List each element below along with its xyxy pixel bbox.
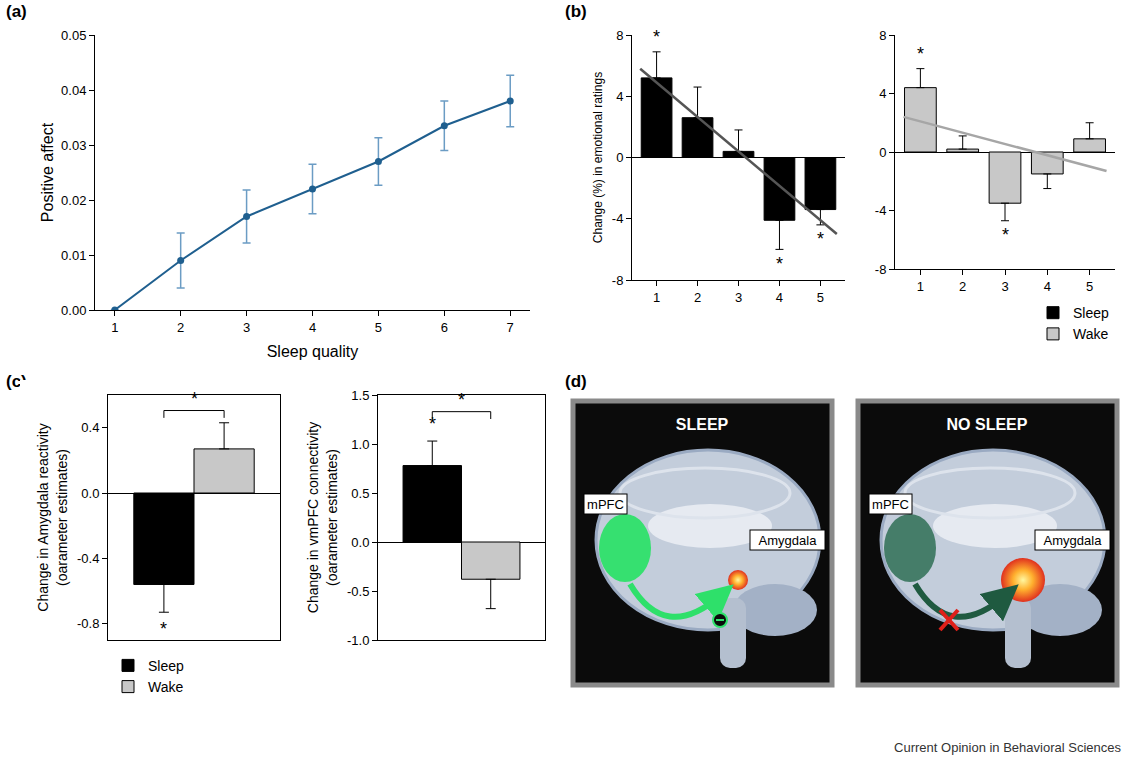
svg-text:*: * xyxy=(458,390,465,410)
svg-text:-4: -4 xyxy=(875,203,887,218)
html-text:Current Opinion in Behavioral: Current Opinion in Behavioral Sciences xyxy=(894,740,1121,755)
svg-text:6: 6 xyxy=(441,320,448,335)
html-text:(c): (c) xyxy=(6,372,27,391)
html-text:(b): (b) xyxy=(565,2,587,21)
svg-text:-8: -8 xyxy=(875,262,887,277)
svg-text:5: 5 xyxy=(817,290,824,305)
svg-text:Change in vmPFC connectivity(o: Change in vmPFC connectivity(oarameter e… xyxy=(305,422,339,613)
svg-text:-0.8: -0.8 xyxy=(77,616,99,631)
svg-text:3: 3 xyxy=(735,290,742,305)
svg-text:*: * xyxy=(653,27,660,47)
svg-text:-0.4: -0.4 xyxy=(77,551,99,566)
svg-text:NO SLEEP: NO SLEEP xyxy=(947,416,1028,433)
svg-text:*: * xyxy=(917,44,924,64)
svg-text:5: 5 xyxy=(375,320,382,335)
svg-text:0.04: 0.04 xyxy=(61,83,86,98)
svg-text:1: 1 xyxy=(111,320,118,335)
svg-text:2: 2 xyxy=(694,290,701,305)
svg-text:0.02: 0.02 xyxy=(61,193,86,208)
svg-text:8: 8 xyxy=(616,28,623,43)
svg-text:mPFC: mPFC xyxy=(587,497,624,512)
svg-text:*: * xyxy=(160,619,167,639)
svg-text:Wake: Wake xyxy=(148,679,183,695)
svg-text:4: 4 xyxy=(776,290,783,305)
svg-text:4: 4 xyxy=(1044,279,1051,294)
svg-text:-8: -8 xyxy=(612,273,624,288)
svg-text:1: 1 xyxy=(653,290,660,305)
svg-text:*: * xyxy=(191,389,198,409)
svg-text:Positive affect: Positive affect xyxy=(39,122,56,222)
svg-text:Sleep: Sleep xyxy=(148,658,184,674)
svg-text:Change in Amygdala reactivity(: Change in Amygdala reactivity(oarameter … xyxy=(35,423,69,611)
svg-text:0.5: 0.5 xyxy=(351,486,369,501)
svg-text:Sleep: Sleep xyxy=(1073,305,1109,321)
svg-text:*: * xyxy=(817,229,824,249)
svg-text:0: 0 xyxy=(879,145,886,160)
svg-text:0.01: 0.01 xyxy=(61,248,86,263)
svg-text:0.05: 0.05 xyxy=(61,28,86,43)
html-text:(d): (d) xyxy=(565,372,587,391)
svg-text:2: 2 xyxy=(177,320,184,335)
svg-text:2: 2 xyxy=(959,279,966,294)
svg-text:-0.5: -0.5 xyxy=(347,584,369,599)
html-text:(a): (a) xyxy=(6,2,27,21)
svg-text:0.0: 0.0 xyxy=(351,535,369,550)
svg-text:8: 8 xyxy=(879,28,886,43)
svg-text:3: 3 xyxy=(1001,279,1008,294)
svg-text:Change (%) in emotional rating: Change (%) in emotional ratings xyxy=(591,72,605,243)
svg-text:3: 3 xyxy=(243,320,250,335)
svg-text:0: 0 xyxy=(616,150,623,165)
svg-text:0.0: 0.0 xyxy=(81,486,99,501)
svg-text:mPFC: mPFC xyxy=(872,497,909,512)
svg-text:-4: -4 xyxy=(612,211,624,226)
svg-text:*: * xyxy=(429,414,436,434)
svg-text:1.0: 1.0 xyxy=(351,437,369,452)
svg-text:*: * xyxy=(776,254,783,274)
svg-text:Wake: Wake xyxy=(1073,326,1108,342)
svg-text:0.00: 0.00 xyxy=(61,303,86,318)
svg-text:4: 4 xyxy=(879,86,886,101)
svg-text:*: * xyxy=(1002,225,1009,245)
svg-text:0.03: 0.03 xyxy=(61,138,86,153)
svg-text:Amygdala: Amygdala xyxy=(759,533,818,548)
svg-text:4: 4 xyxy=(616,89,623,104)
svg-text:1.5: 1.5 xyxy=(351,388,369,403)
svg-text:1: 1 xyxy=(917,279,924,294)
svg-text:7: 7 xyxy=(507,320,514,335)
svg-text:Amygdala: Amygdala xyxy=(1044,533,1103,548)
svg-text:0.4: 0.4 xyxy=(81,420,99,435)
svg-text:SLEEP: SLEEP xyxy=(676,416,729,433)
svg-text:4: 4 xyxy=(309,320,316,335)
svg-text:5: 5 xyxy=(1086,279,1093,294)
svg-text:-1.0: -1.0 xyxy=(347,633,369,648)
svg-text:Sleep quality: Sleep quality xyxy=(267,343,359,360)
